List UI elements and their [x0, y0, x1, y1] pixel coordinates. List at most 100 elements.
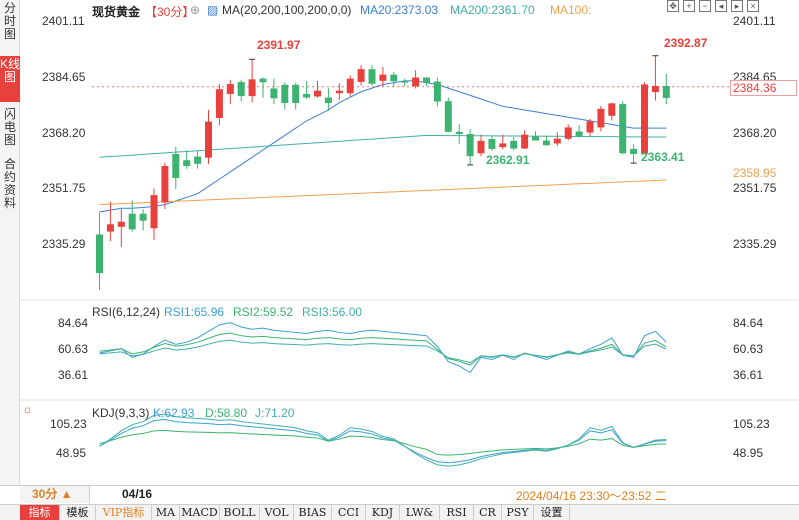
- candle-body: [510, 140, 518, 149]
- price-tick: 2401.11: [42, 14, 85, 28]
- candle-body: [466, 133, 474, 157]
- indicator-btn-1[interactable]: 模板: [60, 505, 96, 520]
- time-range: 2024/04/16 23:30～23:52 二: [516, 489, 667, 503]
- ma100-price-label: 2358.95: [733, 166, 777, 180]
- indicator-btn-2[interactable]: VIP指标: [96, 505, 152, 520]
- candle-body: [150, 195, 158, 229]
- candle-body: [226, 84, 234, 94]
- indicator-btn-7[interactable]: BIAS: [294, 505, 332, 520]
- candle-body: [564, 127, 572, 139]
- rsi2-value: RSI2:59.52: [233, 305, 294, 319]
- tab-flash[interactable]: 闪电图: [3, 107, 16, 147]
- candle-body: [368, 69, 376, 84]
- move-icon[interactable]: ✥: [667, 0, 679, 12]
- kdj-tick: 48.95: [56, 446, 87, 460]
- candle-body: [619, 104, 627, 154]
- zoom-in-icon[interactable]: +: [683, 0, 695, 12]
- candle-body: [390, 74, 398, 82]
- candle-body: [662, 85, 670, 98]
- kdj-d-value: D:58.80: [205, 406, 248, 420]
- high-annotation: 2391.97: [257, 38, 301, 52]
- candle-body: [161, 166, 169, 203]
- kdj-label: KDJ(9,3,3): [92, 406, 150, 420]
- candle-body: [270, 88, 278, 99]
- period-selector[interactable]: 30分 ▲: [20, 486, 90, 503]
- indicator-btn-8[interactable]: CCI: [332, 505, 366, 520]
- candle-body: [586, 121, 594, 133]
- price-tick: 2335.29: [42, 237, 86, 251]
- kdj-tick-right: 105.23: [733, 417, 770, 431]
- candle-body: [651, 85, 659, 93]
- candle-body: [488, 139, 496, 149]
- scroll-right-icon[interactable]: ▸: [731, 0, 743, 12]
- kdj-settings-icon[interactable]: ☼: [22, 402, 33, 416]
- indicator-btn-5[interactable]: BOLL: [220, 505, 260, 520]
- candle-body: [183, 160, 191, 167]
- indicator-btn-10[interactable]: LW&: [400, 505, 440, 520]
- price-tick-right: 2351.75: [733, 181, 777, 195]
- indicator-btn-3[interactable]: MA: [152, 505, 180, 520]
- candle-body: [521, 134, 529, 149]
- candle-body: [597, 108, 605, 128]
- candle-body: [499, 143, 507, 148]
- rsi-tick: 84.64: [58, 316, 89, 330]
- rsi2-line: [99, 332, 667, 366]
- indicator-btn-11[interactable]: RSI: [440, 505, 474, 520]
- candle-body: [575, 131, 583, 137]
- tab-kline[interactable]: K线图: [0, 56, 20, 102]
- ma100-line: [99, 179, 667, 206]
- indicator-btn-0[interactable]: 指标: [20, 505, 60, 520]
- period-label[interactable]: 【30分】: [145, 5, 195, 19]
- zoom-out-icon[interactable]: −: [699, 0, 711, 12]
- candle-body: [379, 74, 387, 81]
- price-tick: 2368.20: [42, 126, 86, 140]
- indicator-btn-12[interactable]: CR: [474, 505, 502, 520]
- candle-body: [237, 81, 245, 97]
- ma200-line: [99, 134, 667, 158]
- price-tick-right: 2401.11: [733, 14, 776, 28]
- kdj-j-value: J:71.20: [255, 406, 295, 420]
- candle-body: [139, 213, 147, 221]
- rsi-tick: 60.63: [58, 342, 89, 356]
- instrument-title: 现货黄金: [92, 5, 141, 19]
- candle-body: [281, 84, 289, 104]
- candle-body: [324, 97, 332, 104]
- ma-toggle-icon[interactable]: ▨: [207, 3, 219, 17]
- date-label: 04/16: [122, 487, 153, 501]
- indicator-btn-4[interactable]: MACD: [180, 505, 220, 520]
- candle-body: [172, 154, 180, 179]
- candle-body: [641, 84, 648, 154]
- candle-body: [412, 77, 420, 87]
- kdj-k-line: [99, 419, 667, 464]
- candle-body: [335, 90, 343, 94]
- candle-body: [292, 84, 300, 104]
- ma200-value: MA200:2361.70: [450, 3, 535, 17]
- rsi-label: RSI(6,12,24): [92, 305, 161, 319]
- kdj-tick: 105.23: [50, 417, 87, 431]
- rsi1-value: RSI1:65.96: [164, 305, 225, 319]
- kdj-j-line: [99, 413, 667, 467]
- settings-icon[interactable]: ⊕: [190, 3, 201, 17]
- rsi3-value: RSI3:56.00: [302, 305, 363, 319]
- indicator-btn-6[interactable]: VOL: [260, 505, 294, 520]
- price-tick: 2384.65: [42, 70, 86, 84]
- tab-contract[interactable]: 合约资料: [3, 157, 16, 210]
- footer-info-row: 30分 ▲ 04/16 2024/04/16 23:30～23:52 二: [0, 485, 799, 503]
- scroll-left-icon[interactable]: ◂: [715, 0, 727, 12]
- candle-body: [194, 156, 202, 164]
- candle-body: [444, 101, 452, 132]
- candle-body: [608, 103, 616, 116]
- price-tick-right: 2368.20: [733, 126, 777, 140]
- candle-body: [314, 90, 321, 97]
- candle-body: [630, 148, 638, 155]
- candle-body: [553, 138, 561, 144]
- rsi-tick-right: 84.64: [733, 316, 764, 330]
- tab-timeshare[interactable]: 分时图: [3, 1, 16, 41]
- indicator-btn-9[interactable]: KDJ: [366, 505, 400, 520]
- indicator-btn-14[interactable]: 设置: [534, 505, 570, 520]
- low-annotation: 2363.41: [641, 150, 685, 164]
- indicator-btn-13[interactable]: PSY: [502, 505, 534, 520]
- close-icon[interactable]: ×: [747, 0, 759, 12]
- price-tick-right: 2335.29: [733, 237, 777, 251]
